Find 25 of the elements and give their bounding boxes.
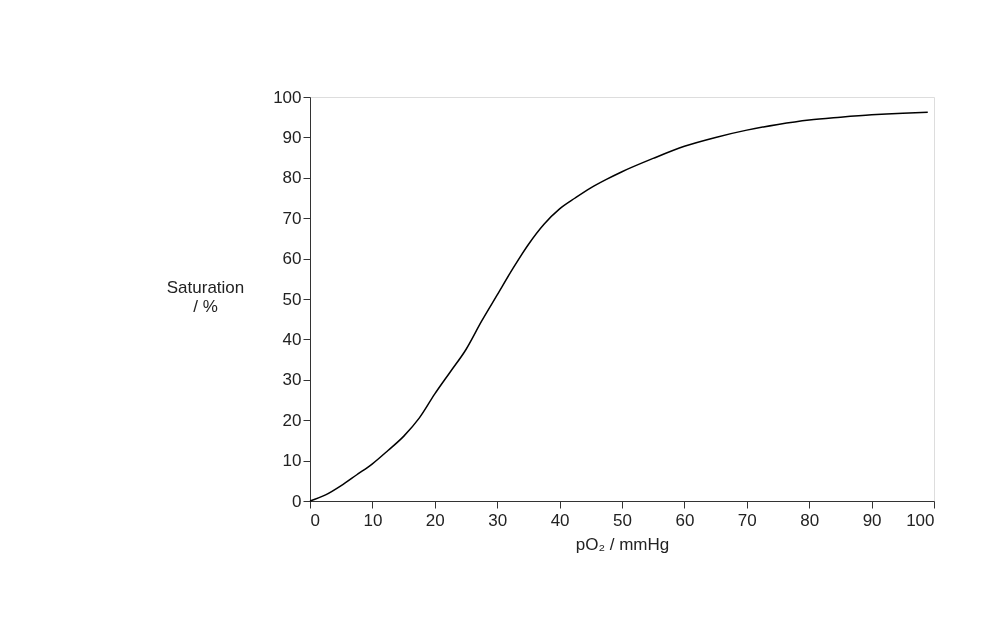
y-tick-label: 50 (282, 289, 302, 309)
x-tick-label: 90 (862, 510, 882, 530)
line-series (309, 111, 929, 502)
y-axis-title: Saturation / % (166, 277, 245, 316)
y-tick-label: 60 (282, 249, 302, 269)
y-tick-label: 20 (282, 410, 302, 430)
x-tick-label: 0 (310, 510, 320, 530)
x-tick-label: 10 (363, 510, 383, 530)
x-tick-label: 50 (613, 510, 632, 530)
x-tick-label: 40 (550, 510, 570, 530)
x-tick-label: 100 (906, 510, 935, 530)
x-tick-label: 80 (800, 510, 820, 530)
y-tick-label: 90 (282, 127, 302, 147)
y-tick-label: 70 (282, 208, 302, 228)
y-tick-label: 30 (282, 370, 302, 390)
y-tick-label: 0 (292, 491, 302, 511)
y-tick-label: 80 (282, 168, 302, 188)
x-tick-label: 30 (488, 510, 508, 530)
x-tick-label: 70 (737, 510, 757, 530)
y-tick-label: 10 (282, 451, 302, 471)
x-tick-label: 60 (675, 510, 695, 530)
x-axis-title: pO₂ / mmHg (575, 534, 670, 554)
x-tick-label: 20 (425, 510, 445, 530)
y-tick-label: 100 (273, 87, 302, 107)
y-tick-label: 40 (282, 329, 302, 349)
